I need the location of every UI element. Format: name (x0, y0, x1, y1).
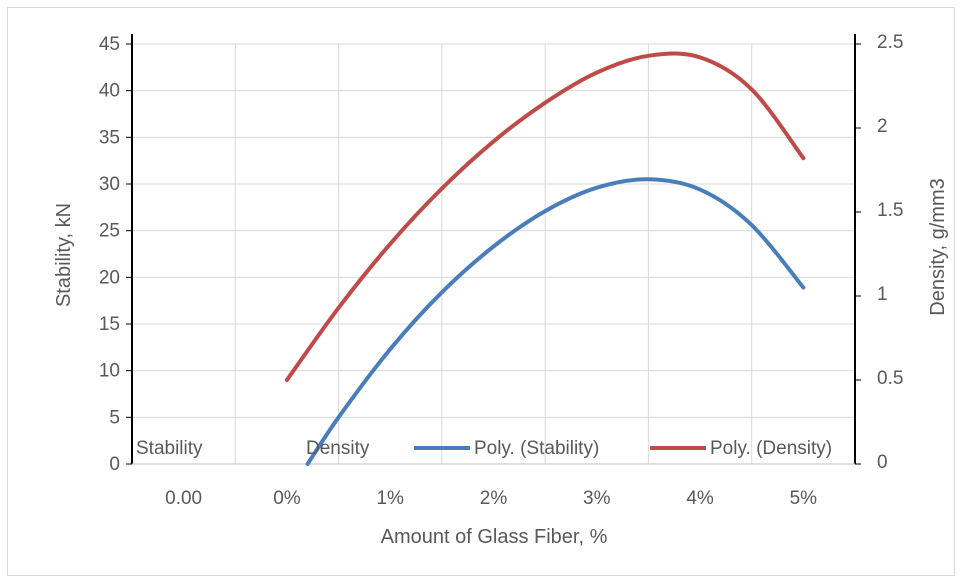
x-axis-title: Amount of Glass Fiber, % (381, 526, 608, 548)
chart-frame (7, 7, 955, 576)
x-tick-label: 2% (480, 488, 508, 509)
axes (126, 34, 861, 465)
x-tick-label: 4% (686, 488, 714, 509)
poly-density-line (284, 51, 806, 382)
legend-label: Density (306, 438, 370, 459)
left-tick-label: 5 (109, 407, 120, 428)
left-tick-label: 20 (99, 267, 120, 288)
right-axis-tick-labels: 0 0.5 1 1.5 2 2.5 (877, 32, 903, 473)
right-tick-label: 1 (877, 284, 888, 305)
right-tick-label: 2 (877, 116, 888, 137)
x-tick-label: 5% (790, 488, 818, 509)
left-tick-label: 15 (99, 314, 120, 335)
left-tick-label: 0 (109, 454, 120, 475)
x-tick-label: 3% (583, 488, 611, 509)
right-tick-label: 0.5 (877, 368, 903, 389)
series-lines (284, 51, 806, 466)
x-tick-label: 1% (376, 488, 404, 509)
y-axis-title: Stability, kN (53, 203, 75, 307)
y2-axis-title: Density, g/mm3 (927, 178, 949, 315)
legend: Stability Density Poly. (Stability) Poly. (… (136, 438, 832, 459)
left-tick-label: 35 (99, 127, 120, 148)
x-tick-label: 0.00 (165, 488, 202, 509)
left-tick-label: 10 (99, 361, 120, 382)
poly-stability-line (305, 177, 806, 466)
legend-label: Poly. (Stability) (474, 438, 599, 459)
right-tick-label: 0 (877, 452, 888, 473)
left-tick-label: 40 (99, 81, 120, 102)
x-tick-label: 0% (273, 488, 301, 509)
legend-label: Poly. (Density) (710, 438, 832, 459)
left-axis-tick-labels: 0 5 10 15 20 25 30 35 40 45 (99, 34, 120, 475)
x-axis-tick-labels: 0.00 0% 1% 2% 3% 4% 5% (165, 488, 817, 509)
left-tick-label: 25 (99, 221, 120, 242)
left-tick-label: 45 (99, 34, 120, 55)
left-tick-label: 30 (99, 174, 120, 195)
right-tick-label: 2.5 (877, 32, 903, 53)
legend-label: Stability (136, 438, 203, 459)
gridlines (132, 43, 855, 464)
right-tick-label: 1.5 (877, 200, 903, 221)
